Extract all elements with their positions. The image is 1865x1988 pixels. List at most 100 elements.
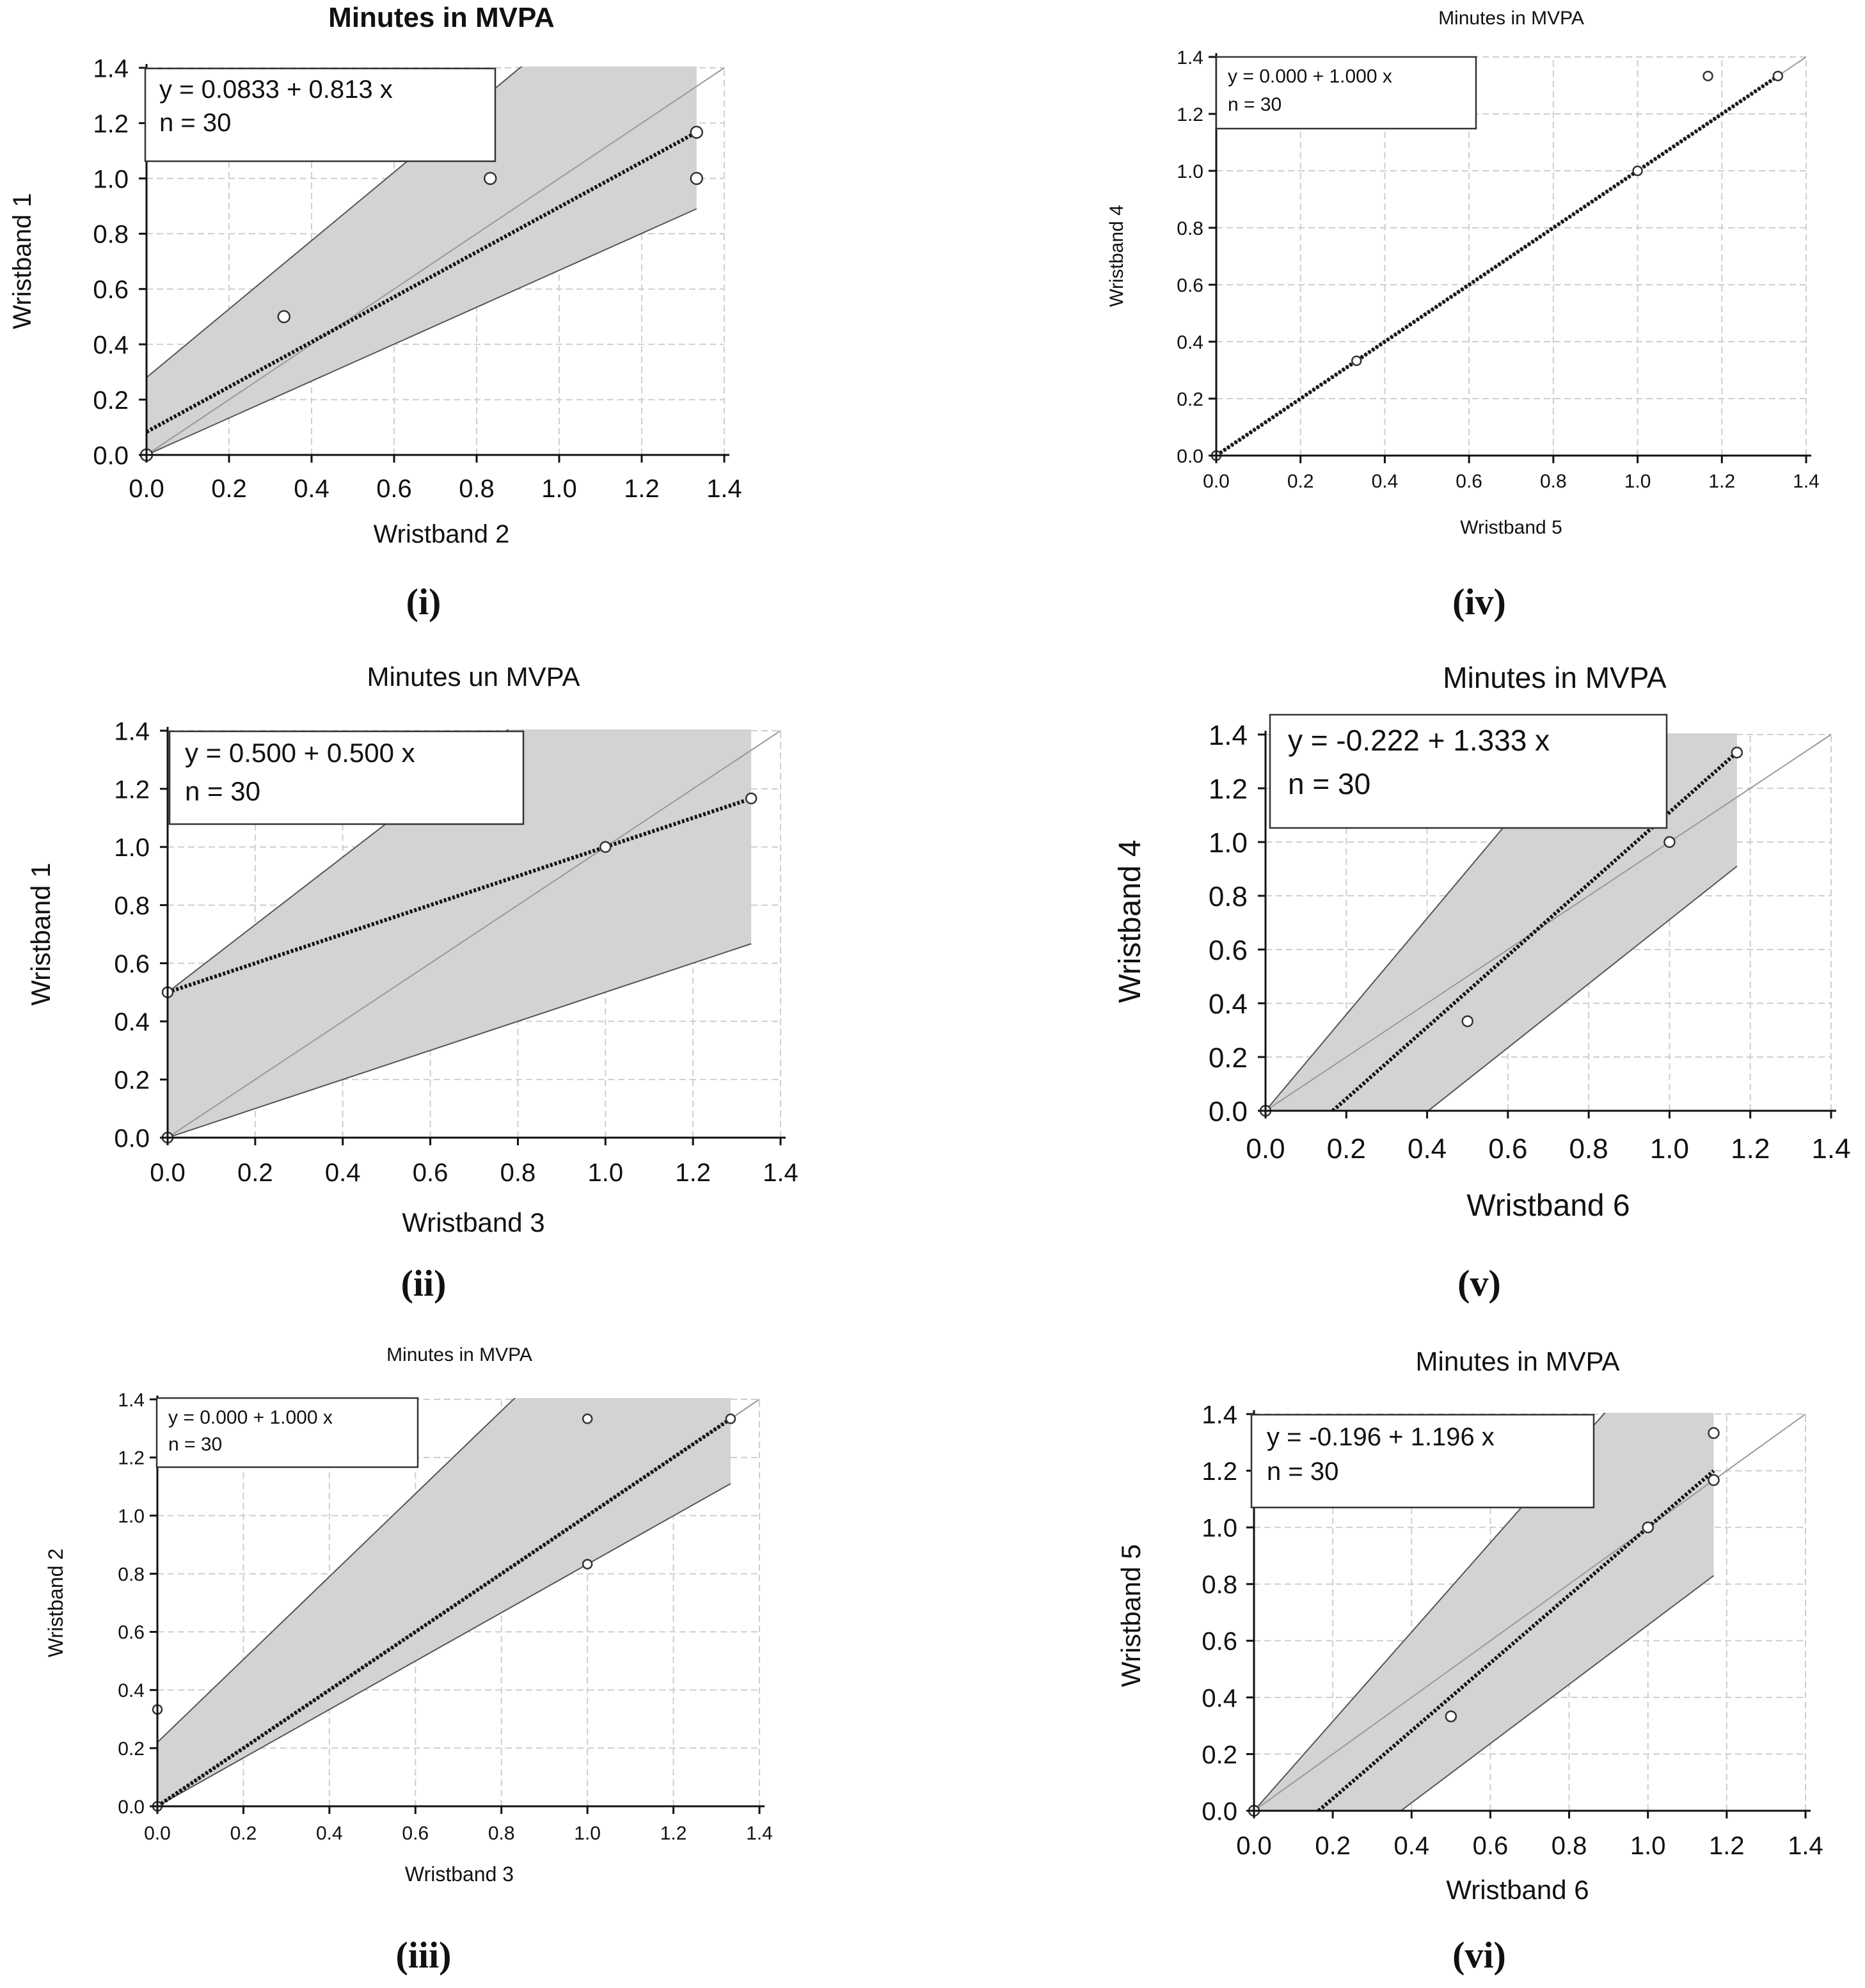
y-tick-label: 0.8 bbox=[1177, 218, 1203, 239]
x-tick-label: 0.2 bbox=[211, 475, 247, 503]
regression-line bbox=[1216, 74, 1779, 456]
y-tick-label: 1.2 bbox=[118, 1448, 145, 1469]
data-point bbox=[690, 125, 704, 139]
x-tick-label: 1.0 bbox=[541, 475, 577, 503]
y-tick-label: 1.2 bbox=[114, 775, 150, 804]
chart-title: Minutes in MVPA bbox=[1443, 661, 1667, 694]
x-tick-label: 0.0 bbox=[1236, 1832, 1272, 1860]
x-tick-label: 1.4 bbox=[1811, 1133, 1850, 1165]
x-tick-label: 0.4 bbox=[325, 1159, 361, 1187]
equation-box bbox=[168, 730, 525, 825]
y-tick-label: 1.4 bbox=[1177, 47, 1203, 68]
panel-label: (i) bbox=[406, 581, 441, 623]
chart-panel-1: 0.00.0 0.2 0.2 0.4 0.4 0.6 0.6 0.8 0.8 1.0 1.0 1.2 1… bbox=[8, 2, 742, 623]
y-axis-label: Wristband 1 bbox=[8, 193, 36, 330]
sample-size-text: n = 30 bbox=[1288, 767, 1370, 800]
x-axis-label: Wristband 6 bbox=[1446, 1875, 1589, 1905]
regression-line bbox=[147, 131, 698, 434]
x-tick-label: 0.6 bbox=[1456, 471, 1482, 492]
x-tick-label: 1.2 bbox=[675, 1159, 711, 1187]
y-tick-label: 0.8 bbox=[1209, 881, 1248, 912]
chart-title: Minutes un MVPA bbox=[367, 662, 580, 692]
equation-text: y = 0.0833 + 0.813 x bbox=[159, 76, 393, 104]
x-tick-label: 1.2 bbox=[1709, 1832, 1745, 1860]
x-tick-label: 0.0 bbox=[1203, 471, 1230, 492]
x-tick-label: 1.4 bbox=[1788, 1832, 1823, 1860]
equation-box bbox=[1250, 1413, 1595, 1509]
y-tick-label: 0.0 bbox=[118, 1797, 145, 1818]
y-tick-label: 0.6 bbox=[93, 276, 129, 304]
plot-area bbox=[1216, 56, 1807, 456]
x-tick-label: 0.8 bbox=[1569, 1133, 1608, 1165]
y-tick-label: 1.0 bbox=[114, 834, 150, 862]
y-tick-label: 1.2 bbox=[93, 110, 129, 138]
x-tick-label: 0.2 bbox=[230, 1823, 257, 1844]
y-tick-label: 0.8 bbox=[114, 892, 150, 920]
panel-label: (vi) bbox=[1452, 1934, 1506, 1976]
y-tick-label: 0.4 bbox=[114, 1008, 150, 1037]
chart-panel-2: 0.00.0 0.2 0.2 0.4 0.4 0.6 0.6 0.8 0.8 1.0 1.0 1.2 1… bbox=[26, 662, 798, 1304]
equation-box bbox=[1215, 56, 1477, 130]
panel-label: (iii) bbox=[396, 1934, 452, 1976]
ci-lower-line bbox=[147, 208, 697, 455]
y-tick-label: 0.8 bbox=[118, 1564, 145, 1585]
y-tick-label: 1.2 bbox=[1177, 104, 1203, 125]
y-tick-label: 0.2 bbox=[118, 1738, 145, 1760]
x-tick-label: 0.4 bbox=[316, 1823, 343, 1844]
x-tick-label: 0.4 bbox=[294, 475, 329, 503]
regression-line bbox=[157, 1417, 732, 1806]
equation-text: y = 0.000 + 1.000 x bbox=[168, 1407, 333, 1428]
y-tick-label: 1.2 bbox=[1209, 774, 1248, 805]
x-tick-label: 0.0 bbox=[1246, 1133, 1285, 1165]
x-tick-label: 0.8 bbox=[459, 475, 495, 503]
x-tick-label: 0.0 bbox=[150, 1159, 186, 1187]
y-tick-label: 1.0 bbox=[1209, 827, 1248, 859]
y-tick-label: 1.0 bbox=[1202, 1515, 1237, 1543]
y-tick-label: 0.8 bbox=[1202, 1571, 1237, 1599]
x-axis-label: Wristband 5 bbox=[1460, 517, 1562, 538]
panel-label: (ii) bbox=[401, 1262, 447, 1304]
y-tick-label: 0.2 bbox=[1202, 1741, 1237, 1769]
data-point bbox=[1708, 1427, 1720, 1439]
plot-area bbox=[168, 729, 781, 1138]
data-point bbox=[690, 171, 704, 186]
y-tick-label: 1.4 bbox=[1202, 1401, 1237, 1429]
ci-lower-line bbox=[168, 943, 752, 1138]
y-tick-label: 0.0 bbox=[1209, 1096, 1248, 1127]
x-tick-label: 0.6 bbox=[402, 1823, 429, 1844]
y-tick-label: 0.6 bbox=[118, 1622, 145, 1643]
confidence-band bbox=[147, 67, 697, 455]
x-tick-label: 1.2 bbox=[1731, 1133, 1770, 1165]
y-axis-label: Wristband 5 bbox=[1116, 1544, 1146, 1687]
sample-size-text: n = 30 bbox=[159, 109, 231, 137]
x-axis-label: Wristband 2 bbox=[374, 520, 510, 548]
y-tick-label: 0.4 bbox=[1177, 332, 1203, 353]
x-tick-label: 1.0 bbox=[1630, 1832, 1666, 1860]
x-tick-label: 0.0 bbox=[144, 1823, 171, 1844]
data-point bbox=[1351, 355, 1362, 367]
ci-upper-line bbox=[157, 1398, 516, 1743]
plot-area bbox=[147, 67, 725, 455]
y-tick-label: 0.6 bbox=[1177, 275, 1203, 296]
data-point bbox=[1731, 746, 1743, 759]
equation-text: y = 0.500 + 0.500 x bbox=[185, 738, 415, 768]
ci-lower-line bbox=[1427, 866, 1738, 1111]
regression-line bbox=[168, 797, 752, 994]
chart-panel-6: 0.0 0.0 0.2 0.2 0.4 0.4 0.6 0.6 0.8 0.8 1.0 1.0 1.2 1… bbox=[1116, 1346, 1823, 1976]
data-point bbox=[1461, 1015, 1473, 1028]
ci-lower-line bbox=[157, 1483, 731, 1806]
ci-upper-line bbox=[1254, 1413, 1606, 1811]
y-tick-label: 1.4 bbox=[1209, 720, 1248, 751]
equation-text: y = 0.000 + 1.000 x bbox=[1228, 66, 1392, 87]
confidence-band bbox=[1254, 1413, 1714, 1811]
data-point bbox=[582, 1559, 593, 1570]
equation-text: y = -0.196 + 1.196 x bbox=[1267, 1423, 1495, 1451]
x-tick-label: 1.0 bbox=[574, 1823, 601, 1844]
y-tick-label: 0.2 bbox=[93, 386, 129, 415]
x-tick-label: 0.4 bbox=[1408, 1133, 1447, 1165]
x-tick-label: 1.0 bbox=[1624, 471, 1651, 492]
chart-panel-4: 0.00.0 0.2 0.2 0.4 0.4 0.6 0.6 0.8 0.8 1.0 1.0 1.2 1… bbox=[1106, 8, 1820, 623]
ci-upper-line bbox=[1266, 733, 1583, 1111]
y-tick-label: 0.2 bbox=[114, 1067, 150, 1095]
data-point bbox=[1663, 836, 1676, 848]
